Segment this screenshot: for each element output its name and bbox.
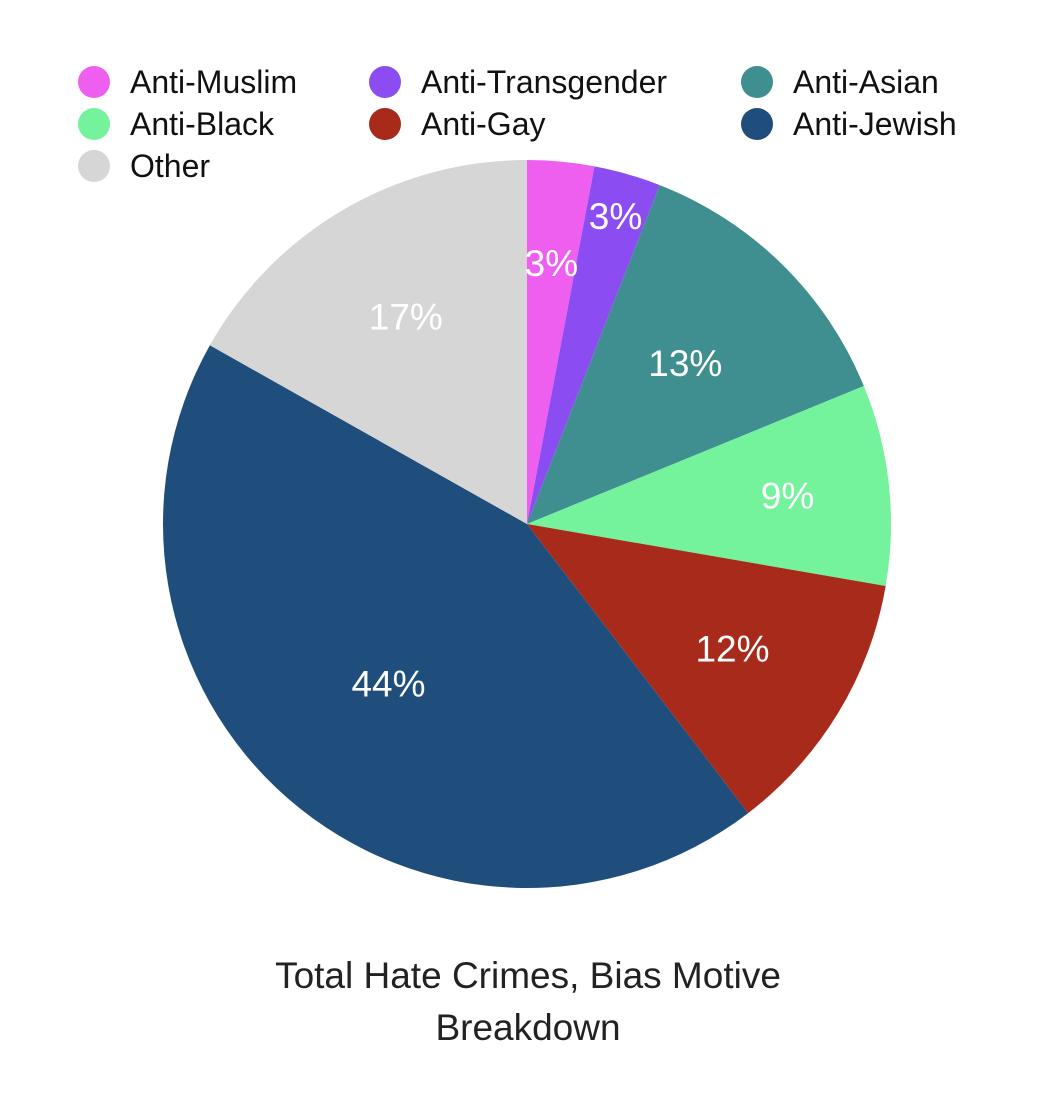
- pie-slice-anti-jewish: [162, 345, 749, 889]
- legend-item-anti-muslim: Anti-Muslim: [78, 64, 297, 100]
- legend-item-anti-black: Anti-Black: [78, 106, 275, 142]
- legend-swatch-anti-gay: [369, 108, 401, 140]
- legend-item-anti-jewish: Anti-Jewish: [741, 106, 957, 142]
- legend-label-anti-muslim: Anti-Muslim: [130, 64, 297, 100]
- slice-label-anti-transgender: 3%: [589, 196, 642, 237]
- legend-item-anti-gay: Anti-Gay: [369, 106, 545, 142]
- legend-swatch-anti-jewish: [741, 108, 773, 140]
- legend-swatch-anti-transgender: [369, 66, 401, 98]
- legend-item-anti-asian: Anti-Asian: [741, 64, 939, 100]
- pie-slice-anti-muslim: [527, 160, 595, 524]
- chart-title-line-1: Total Hate Crimes, Bias Motive: [275, 955, 781, 996]
- pie-slice-anti-transgender: [527, 166, 660, 524]
- pie-slice-anti-black: [527, 386, 892, 586]
- chart-legend: Anti-Muslim Anti-Transgender Anti-Asian Ant…: [78, 64, 957, 184]
- slice-labels: 3% 3% 13% 9% 12% 44% 17%: [351, 196, 814, 704]
- legend-label-anti-jewish: Anti-Jewish: [793, 106, 957, 142]
- legend-label-anti-asian: Anti-Asian: [793, 64, 939, 100]
- slice-label-anti-muslim: 3%: [525, 243, 578, 284]
- legend-label-other: Other: [130, 148, 210, 184]
- legend-swatch-anti-black: [78, 108, 110, 140]
- slice-label-anti-black: 9%: [761, 476, 814, 517]
- legend-label-anti-gay: Anti-Gay: [421, 106, 545, 142]
- pie-slices: [162, 159, 892, 889]
- legend-item-anti-transgender: Anti-Transgender: [369, 64, 667, 100]
- pie-slice-anti-gay: [527, 524, 886, 814]
- chart-title-line-2: Breakdown: [435, 1007, 620, 1048]
- legend-label-anti-black: Anti-Black: [130, 106, 275, 142]
- legend-swatch-other: [78, 150, 110, 182]
- pie-slice-other: [209, 159, 527, 524]
- legend-swatch-anti-muslim: [78, 66, 110, 98]
- slice-label-other: 17%: [369, 297, 443, 338]
- legend-swatch-anti-asian: [741, 66, 773, 98]
- slice-label-anti-asian: 13%: [648, 343, 722, 384]
- legend-label-anti-transgender: Anti-Transgender: [421, 64, 667, 100]
- pie-slice-anti-asian: [527, 185, 864, 524]
- legend-item-other: Other: [78, 148, 210, 184]
- slice-label-anti-gay: 12%: [695, 628, 769, 669]
- slice-label-anti-jewish: 44%: [351, 663, 425, 704]
